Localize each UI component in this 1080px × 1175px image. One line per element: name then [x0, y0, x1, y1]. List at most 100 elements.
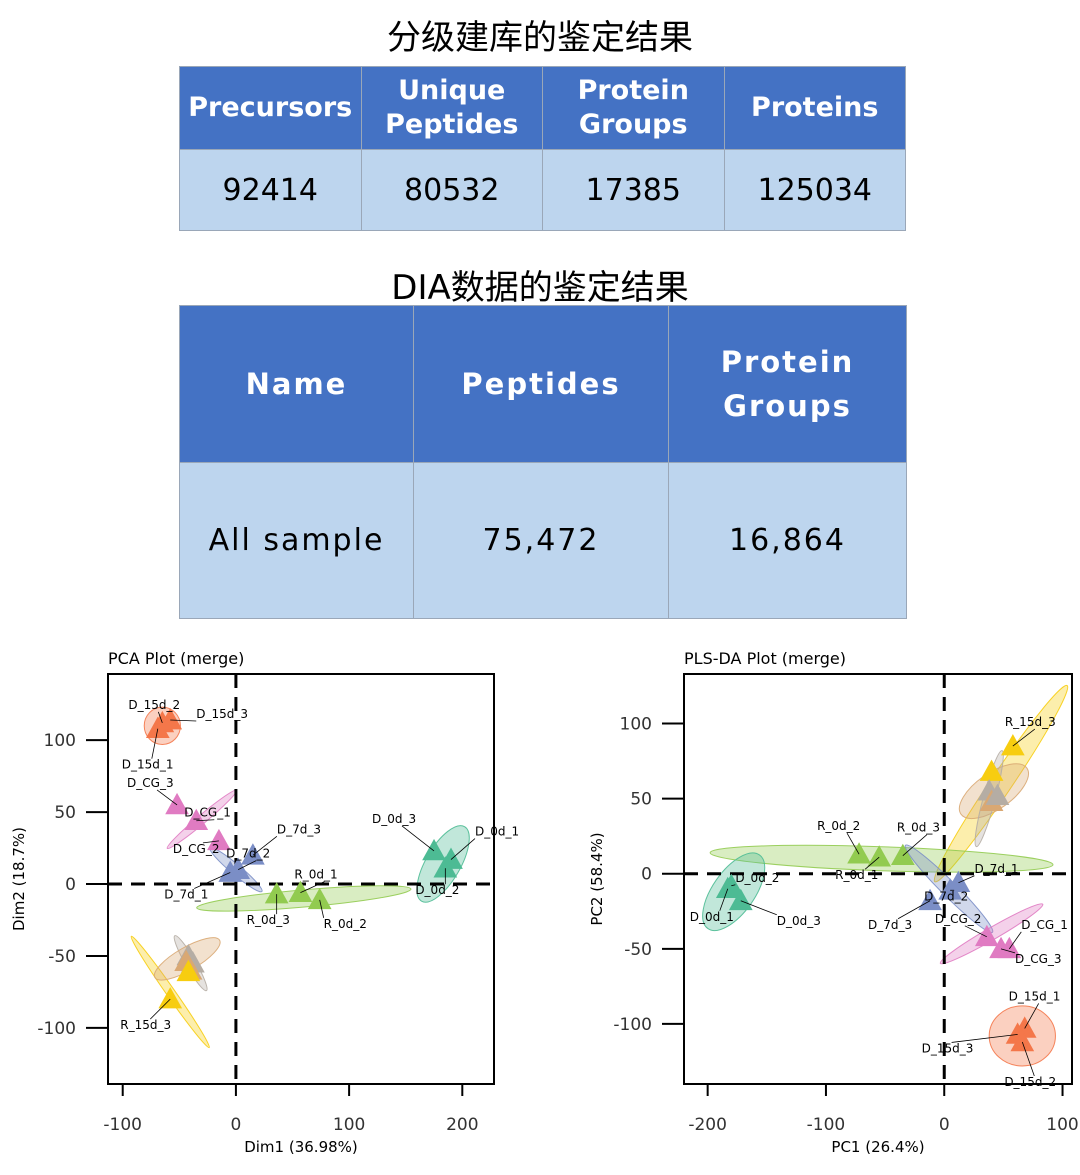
x-tick-label: -100 — [103, 1115, 142, 1135]
x-axis-label: PC1 (26.4%) — [831, 1138, 924, 1156]
point-label: D_CG_2 — [173, 842, 220, 856]
table-row: 92414 80532 17385 125034 — [179, 149, 906, 231]
chart-title: PLS-DA Plot (merge) — [684, 649, 846, 668]
point-D_CG_3 — [165, 792, 189, 815]
point-label: D_7d_3 — [868, 918, 912, 932]
y-tick-label: -50 — [48, 947, 76, 967]
x-axis-label: Dim1 (36.98%) — [244, 1138, 358, 1156]
point-D_CG_2 — [207, 828, 231, 851]
x-tick-label: 0 — [939, 1115, 950, 1135]
point-label: D_15d_1 — [1009, 989, 1061, 1003]
chart-title: PCA Plot (merge) — [108, 649, 244, 668]
point-label: R_0d_2 — [817, 819, 860, 833]
point-R_15d_3 — [1001, 734, 1025, 756]
point-D_7d_2 — [938, 878, 963, 900]
table-row: All sample 75,472 16,864 — [179, 462, 907, 619]
point-label: D_7d_2 — [226, 847, 270, 861]
point-D_CG_1 — [184, 808, 209, 831]
label-leader — [1012, 728, 1036, 747]
point-label: D_0d_3 — [777, 914, 821, 928]
point-R_0d_2 — [307, 887, 332, 910]
point-D_15d_3 — [158, 708, 183, 730]
dia-identification-table: Name Peptides Protein Groups All sample … — [179, 305, 907, 619]
y-axis-label: PC2 (58.4%) — [588, 832, 606, 925]
y-axis-label: Dim2 (18.7%) — [10, 827, 28, 931]
label-leader — [864, 856, 880, 870]
label-leader — [1000, 948, 1016, 954]
point-label: R_0d_3 — [247, 913, 290, 927]
point-D_CG_2 — [974, 924, 999, 947]
y-tick-label: 50 — [54, 803, 76, 823]
point-label: R_0d_1 — [835, 868, 878, 882]
label-leader — [194, 872, 231, 889]
point-R_0d_1 — [288, 880, 313, 902]
x-tick-label: 100 — [1046, 1115, 1078, 1135]
label-leader — [719, 888, 729, 911]
point-D_0d_1 — [715, 876, 740, 899]
plot-frame — [107, 673, 495, 1085]
label-leader — [1008, 931, 1022, 950]
point-label: R_15d_3 — [1005, 715, 1056, 729]
table1-title: 分级建库的鉴定结果 — [387, 18, 693, 58]
point-D_7d_3 — [918, 888, 942, 911]
label-leader — [196, 819, 215, 822]
point-label: D_CG_2 — [935, 912, 982, 926]
label-leader — [450, 838, 476, 860]
point-label: D_7d_1 — [974, 862, 1018, 876]
label-leader — [401, 825, 435, 852]
x-tick-label: 200 — [446, 1115, 478, 1135]
point-R_0d_3 — [890, 843, 915, 866]
value-peptides: 75,472 — [413, 462, 669, 619]
point-D_CG_3 — [989, 936, 1013, 959]
point-label: D_15d_2 — [128, 698, 180, 712]
point-label: D_7d_1 — [164, 888, 208, 902]
value-unique-peptides: 80532 — [360, 149, 543, 231]
pca-plot: PCA Plot (merge) D_15d_2 D_15d_3 D_15d_1 D_C… — [10, 649, 519, 1156]
label-leader — [170, 719, 197, 722]
label-leader — [156, 789, 178, 806]
label-leader — [740, 900, 777, 916]
y-tick-label: 0 — [641, 865, 652, 885]
header-peptides: Peptides — [413, 305, 669, 463]
header-precursors: Precursors — [179, 66, 362, 150]
point-D_0d_3 — [422, 838, 446, 861]
point-label: D_0d_1 — [475, 825, 519, 839]
label-leader — [951, 1034, 1018, 1043]
label-leader — [846, 833, 860, 855]
point-label: D_0d_2 — [415, 883, 459, 897]
y-tick-label: 100 — [620, 715, 652, 735]
point-R_15d — [979, 759, 1004, 781]
label-leader — [731, 884, 736, 887]
point-label: D_0d_2 — [735, 871, 779, 885]
point-label: D_15d_3 — [196, 707, 248, 721]
label-leader — [902, 834, 928, 857]
point-label: D_CG_3 — [127, 776, 174, 790]
point-label: D_15d_3 — [922, 1041, 974, 1055]
x-tick-label: 100 — [333, 1115, 365, 1135]
point-label: D_15d_2 — [1004, 1075, 1056, 1089]
table2-title: DIA数据的鉴定结果 — [391, 268, 689, 308]
y-tick-label: 100 — [44, 731, 76, 751]
x-tick-label: -200 — [688, 1115, 727, 1135]
label-leader — [897, 900, 931, 920]
header-protein-groups: Protein Groups — [542, 66, 725, 150]
point-label: D_15d_1 — [122, 758, 174, 772]
table-header-row: Precursors Unique Peptides Protein Group… — [179, 66, 906, 150]
point-D_0d_3 — [728, 888, 753, 911]
point-D_7d_3 — [241, 843, 265, 865]
library-identification-table: Precursors Unique Peptides Protein Group… — [179, 66, 906, 231]
value-protein-groups: 16,864 — [668, 462, 907, 619]
x-tick-label: -100 — [807, 1115, 846, 1135]
y-tick-label: 50 — [630, 790, 652, 810]
label-leader — [319, 899, 325, 918]
header-unique-peptides: Unique Peptides — [360, 66, 543, 150]
label-leader — [300, 881, 325, 894]
plsda-plot: PLS-DA Plot (merge) R_15d_3 R_0d_2 R_0d_3 R_… — [588, 649, 1079, 1156]
value-name: All sample — [179, 462, 414, 619]
label-leader — [1024, 1003, 1040, 1029]
plot-frame — [683, 673, 1073, 1085]
header-name: Name — [179, 305, 414, 463]
y-tick-label: -100 — [37, 1019, 76, 1039]
label-leader — [202, 840, 219, 844]
